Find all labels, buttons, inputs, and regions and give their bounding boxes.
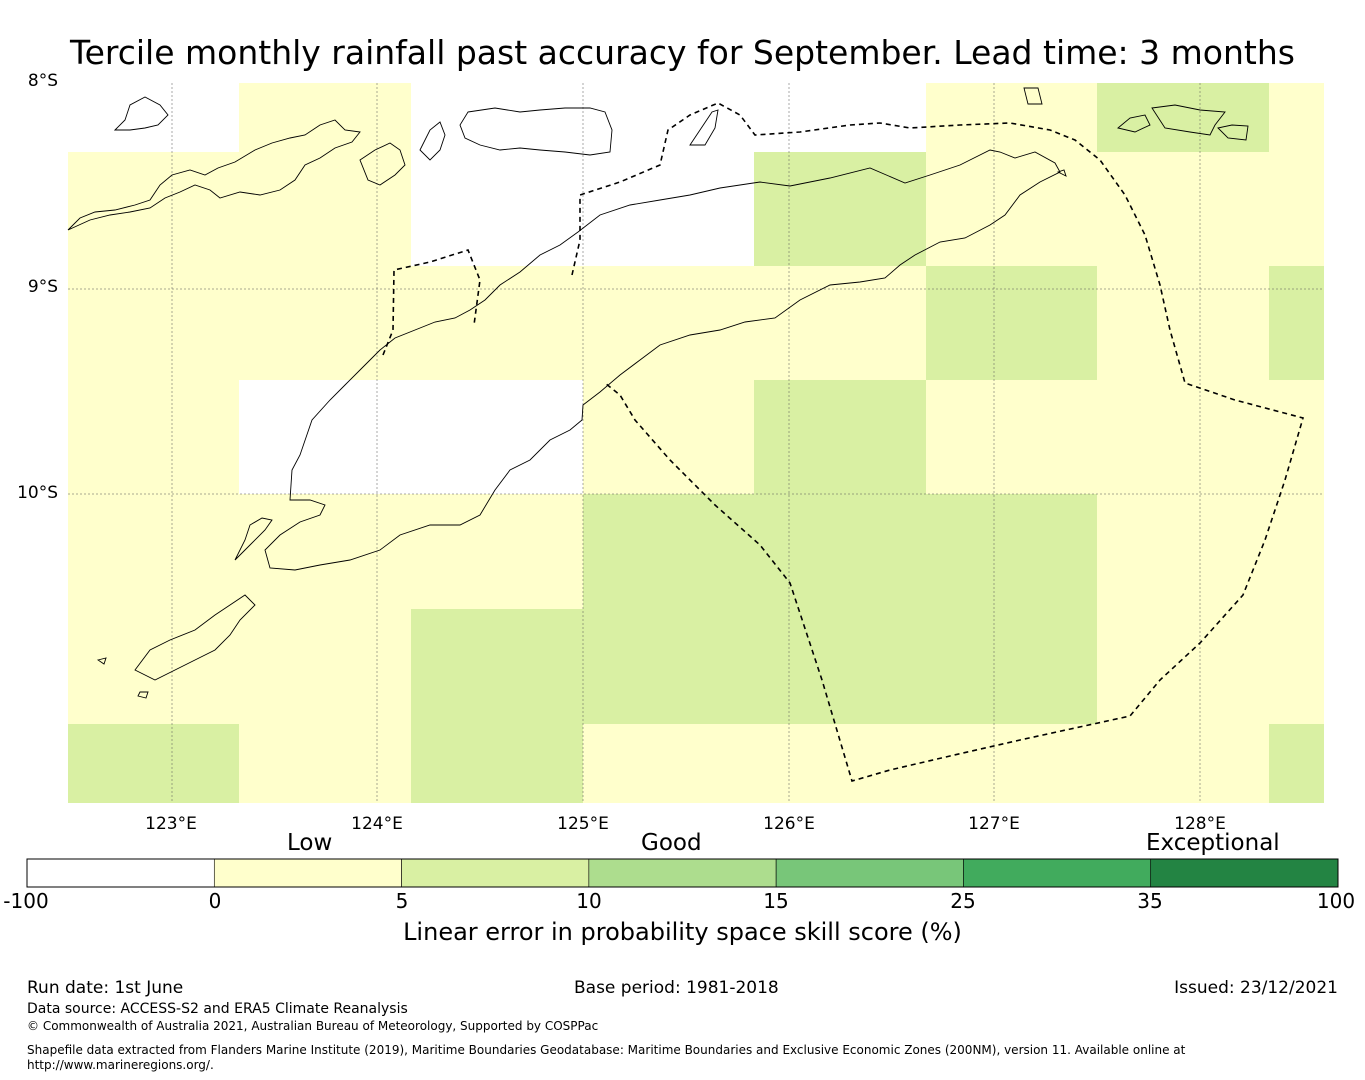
colorbar-frame [26, 858, 1339, 888]
colorbar-label: Linear error in probability space skill … [403, 918, 962, 946]
grid-cell [68, 609, 411, 724]
grid-cell [68, 380, 239, 494]
wetar-island-outline [1151, 104, 1226, 136]
lon-label-123e: 123°E [145, 814, 197, 834]
grid-cell [583, 380, 754, 494]
grid-cell [68, 724, 239, 803]
colorbar-tick: 15 [763, 889, 789, 913]
issued-date: Issued: 23/12/2021 [1174, 978, 1338, 998]
grid-cell [68, 266, 926, 380]
lat-label-8s: 8°S [27, 71, 58, 91]
coastlines [67, 87, 1249, 699]
timor-island-outline [264, 149, 1061, 571]
colorbar-segment [1150, 858, 1339, 888]
lat-label-9s: 9°S [27, 277, 58, 297]
islet-outline [419, 121, 446, 161]
shapefile-url: http://www.marineregions.org/. [27, 1058, 214, 1072]
colorbar-tick: 5 [395, 889, 409, 913]
colorbar-tick: 0 [208, 889, 222, 913]
copyright: © Commonwealth of Australia 2021, Austra… [27, 1019, 599, 1033]
grid-cell [583, 724, 1269, 803]
grid-cell [239, 83, 411, 266]
grid-cell [1269, 724, 1324, 803]
shapefile-credit: Shapefile data extracted from Flanders M… [27, 1043, 1186, 1057]
atauro-island-outline [689, 109, 719, 146]
grid-cell [754, 152, 926, 266]
lon-label-124e: 124°E [351, 814, 403, 834]
lon-label-126e: 126°E [763, 814, 815, 834]
grid-cell [68, 494, 583, 609]
maritime-boundaries [382, 102, 1304, 782]
grid-cell [68, 152, 239, 266]
colorbar [26, 858, 1339, 888]
islet-outline [1023, 87, 1043, 105]
eez-boundary-timor-leste [571, 102, 1304, 782]
grid-cell [1097, 494, 1324, 609]
islet-outline [1117, 114, 1151, 133]
grid-cell [583, 609, 1097, 724]
colorbar-tick: -100 [3, 889, 49, 913]
islet-outline [1217, 124, 1249, 141]
chart-title: Tercile monthly rainfall past accuracy f… [70, 33, 1295, 72]
lon-label-127e: 127°E [968, 814, 1020, 834]
colorbar-segment [401, 858, 590, 888]
colorbar-tick: 100 [1316, 889, 1356, 913]
colorbar-segment [213, 858, 402, 888]
rote-island-outline [234, 517, 273, 561]
islet-outline [1056, 169, 1067, 177]
run-date: Run date: 1st June [27, 978, 184, 998]
colorbar-segment [775, 858, 964, 888]
grid-cell [754, 380, 926, 494]
graticule [68, 83, 1324, 803]
base-period: Base period: 1981-2018 [574, 978, 779, 998]
colorbar-tick: 25 [950, 889, 976, 913]
grid-cell [926, 266, 1097, 380]
grid-cell [926, 83, 1097, 266]
category-exceptional: Exceptional [1146, 830, 1280, 856]
grid-cell [1097, 83, 1269, 152]
lat-label-10s: 10°S [17, 483, 58, 503]
colorbar-tick: 10 [576, 889, 602, 913]
colorbar-tick: 35 [1137, 889, 1163, 913]
grid-cell [411, 609, 583, 724]
islet-outline [96, 657, 107, 665]
grid-cell [1097, 266, 1269, 380]
grid-cell [1269, 83, 1324, 266]
colorbar-segment [26, 858, 215, 888]
islet-outline [359, 142, 406, 186]
grid-cell [239, 724, 411, 803]
category-low: Low [287, 830, 333, 856]
islet-outline [113, 96, 169, 131]
lon-label-128e: 128°E [1174, 814, 1226, 834]
grid-cell [1269, 266, 1324, 380]
grid-cell [1097, 609, 1324, 724]
category-good: Good [641, 830, 702, 856]
data-source: Data source: ACCESS-S2 and ERA5 Climate … [27, 1001, 408, 1017]
grid-cell [1097, 152, 1269, 266]
skill-grid [68, 83, 1324, 803]
sawu-island-outline [134, 594, 256, 681]
colorbar-segment [963, 858, 1152, 888]
lon-label-125e: 125°E [557, 814, 609, 834]
alor-island-outline [459, 107, 613, 156]
grid-cell [583, 494, 1097, 609]
islet-outline [137, 691, 149, 699]
colorbar-segment [588, 858, 777, 888]
grid-cell [411, 724, 583, 803]
grid-cell [926, 380, 1324, 494]
flores-island-outline [67, 119, 361, 231]
